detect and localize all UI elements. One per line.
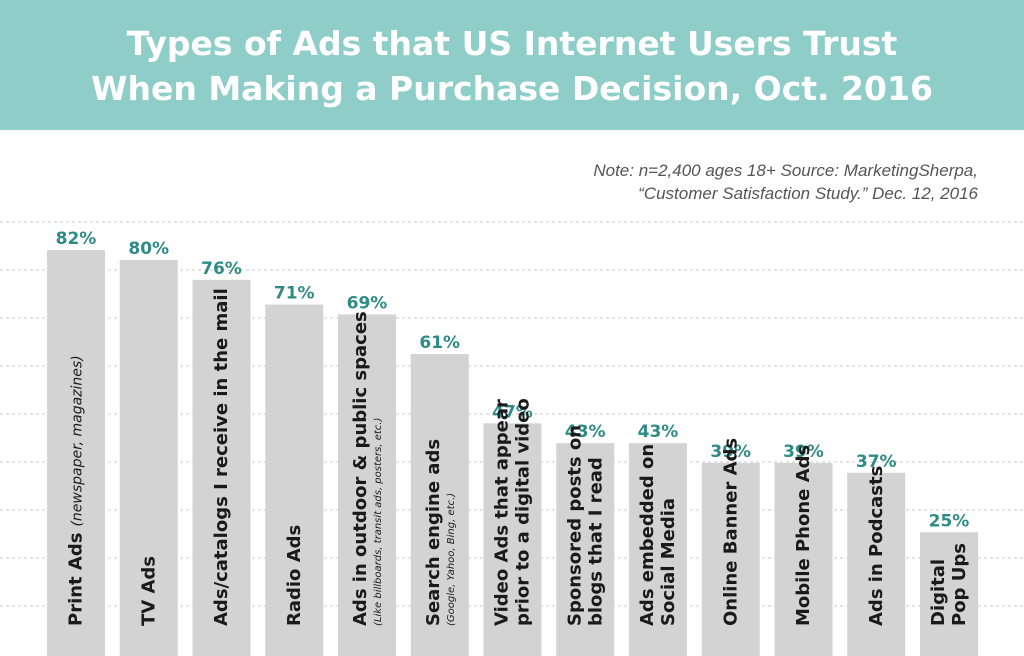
bar [119,260,178,656]
bar [265,304,324,656]
bar-category-text: Ads in outdoor & public spaces [350,311,371,626]
bar [774,462,833,656]
bar [47,250,105,656]
bar [920,532,978,656]
bar-category-label: Ads/catalogs I receive in the mail [211,288,232,626]
chart-title-line-1: Types of Ads that US Internet Users Trus… [126,24,898,63]
bar-category-text: Pop Ups [949,543,970,626]
bar-category-subtext: (Like billboards, transit ads, posters, … [373,418,384,626]
bar-category-text: Search engine ads [423,439,444,626]
bar-value-label: 43% [638,422,679,442]
bar-value-label: 37% [856,452,897,472]
bar-category-text: Print Ads(newspaper, magazines) [66,355,87,626]
bar [483,423,542,656]
bar-category-text: blogs that I read [585,457,606,626]
bar-category-text: TV Ads [138,556,159,626]
bar-value-label: 43% [565,422,606,442]
bar-category-label: Search engine ads (Google, Yahoo, Bing, e… [423,439,457,626]
bar-value-label: 80% [128,239,169,259]
bar-value-label: 25% [929,511,970,531]
bar-category-label: Sponsored posts on blogs that I read [564,425,606,626]
bar [338,314,396,656]
bar-category-text: Mobile Phone Ads [793,445,814,626]
bar-category-label: Ads in Podcasts [866,466,887,626]
bar-value-label: 71% [274,284,315,304]
bar-category-text: Ads embedded on [637,444,658,626]
source-note-line-2: “Customer Satisfaction Study.” Dec. 12, … [638,184,978,203]
bar-value-label: 69% [347,293,388,313]
bar-category-text: Social Media [658,498,679,626]
bar [192,279,251,656]
bar [556,443,615,656]
bar-category-label: Print Ads(newspaper, magazines) [66,355,87,626]
bar [847,472,906,656]
bar-category-text: Ads/catalogs I receive in the mail [211,288,232,626]
bar-category-text: Sponsored posts on [564,425,585,626]
bar [701,462,760,656]
bar-category-text: Video Ads that appear [492,399,513,626]
chart-title-line-2: When Making a Purchase Decision, Oct. 20… [91,69,933,108]
bar-value-label: 47% [492,402,533,422]
bar-category-text: Ads in Podcasts [866,466,887,626]
title-banner: Types of Ads that US Internet Users Trus… [0,0,1024,130]
bar-category-text: Digital [928,559,949,626]
bar-category-subtext: (newspaper, magazines) [70,355,86,526]
source-note-line-1: Note: n=2,400 ages 18+ Source: Marketing… [593,161,978,180]
bar-value-label: 82% [56,229,97,249]
bar-category-label: Video Ads that appear prior to a digital … [492,398,534,626]
bar-category-label: Mobile Phone Ads [793,445,814,626]
bar-value-label: 39% [783,442,824,462]
bar-category-label: Radio Ads [284,525,305,626]
bar-value-label: 76% [201,259,242,279]
bar-category-text: prior to a digital video [513,398,534,626]
bar-value-label: 61% [419,333,460,353]
bar-category-label: TV Ads [138,556,159,626]
bar-category-text: Radio Ads [284,525,305,626]
bar [410,354,469,656]
bar-category-label: Online Banner Ads [720,438,741,626]
bar-category-subtext: (Google, Yahoo, Bing, etc.) [446,493,457,626]
bar-category-label: Ads in outdoor & public spaces (Like bill… [350,311,384,626]
bar [629,443,687,656]
bar-value-label: 39% [710,442,751,462]
bar-category-label: Ads embedded on Social Media [637,444,679,626]
bar-category-text: Online Banner Ads [720,438,741,626]
bar-category-label: Digital Pop Ups [928,543,970,626]
